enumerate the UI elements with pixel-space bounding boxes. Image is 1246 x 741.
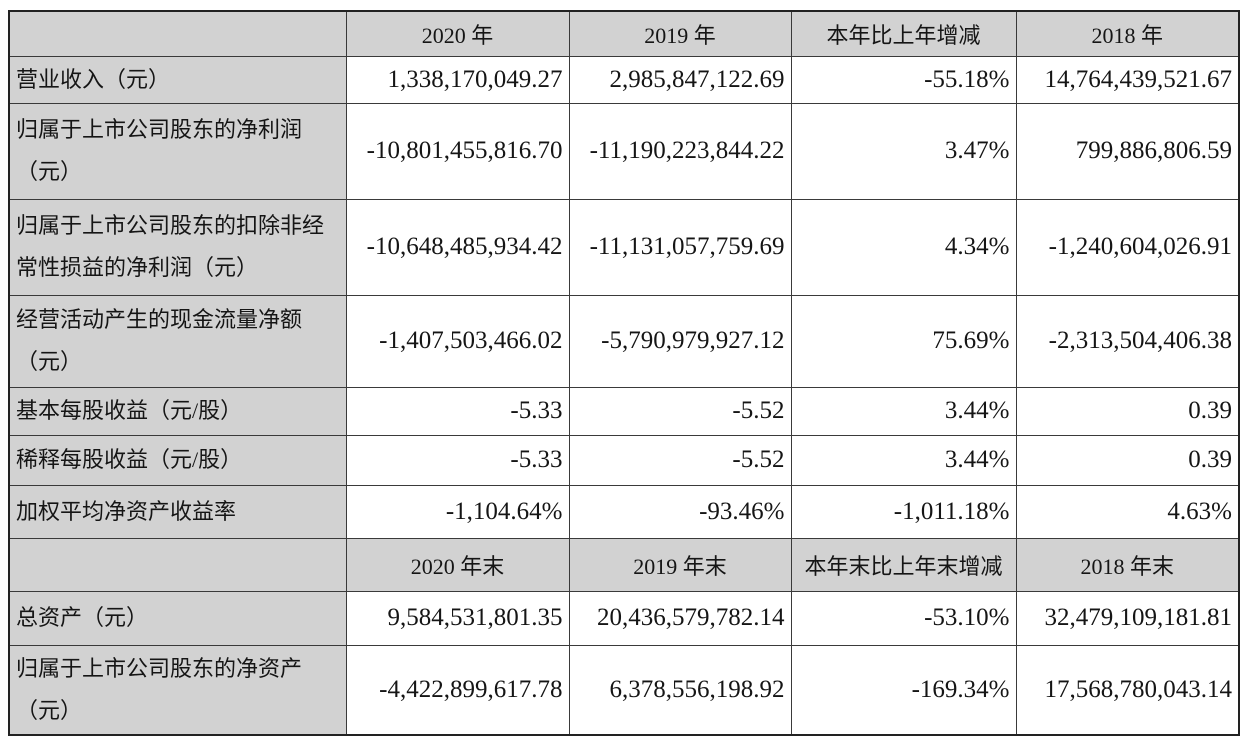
value-change: 3.44%: [790, 386, 1017, 436]
value-2018: -1,240,604,026.91: [1015, 198, 1240, 296]
value-2018: -2,313,504,406.38: [1015, 294, 1240, 388]
row-label: 营业收入（元）: [8, 55, 347, 104]
header-empty-cell: [8, 10, 347, 57]
value-change: 75.69%: [790, 294, 1017, 388]
value-2019: 6,378,556,198.92: [568, 644, 792, 736]
value-change: -53.10%: [790, 590, 1017, 646]
table-row-operating-cash-flow: 经营活动产生的现金流量净额 （元） -1,407,503,466.02 -5,7…: [8, 294, 1240, 388]
value-2019: -11,131,057,759.69: [568, 198, 792, 296]
row-label: 加权平均净资产收益率: [8, 484, 347, 539]
value-2019: -93.46%: [568, 484, 792, 539]
value-2020: 9,584,531,801.35: [345, 590, 570, 646]
row-label: 基本每股收益（元/股）: [8, 386, 347, 436]
header-year-2019: 2019 年: [568, 10, 792, 57]
row-label: 归属于上市公司股东的净利润 （元）: [8, 102, 347, 200]
value-2019: -5.52: [568, 434, 792, 486]
value-2020: 1,338,170,049.27: [345, 55, 570, 104]
value-2020: -4,422,899,617.78: [345, 644, 570, 736]
value-change: 3.44%: [790, 434, 1017, 486]
value-2019: -5,790,979,927.12: [568, 294, 792, 388]
value-2018: 0.39: [1015, 386, 1240, 436]
value-2018: 0.39: [1015, 434, 1240, 486]
row-label: 归属于上市公司股东的扣除非经 常性损益的净利润（元）: [8, 198, 347, 296]
value-change: -169.34%: [790, 644, 1017, 736]
value-2018: 4.63%: [1015, 484, 1240, 539]
table-row-diluted-eps: 稀释每股收益（元/股） -5.33 -5.52 3.44% 0.39: [8, 434, 1240, 486]
value-change: -1,011.18%: [790, 484, 1017, 539]
table-row-net-profit: 归属于上市公司股东的净利润 （元） -10,801,455,816.70 -11…: [8, 102, 1240, 200]
value-2020: -5.33: [345, 434, 570, 486]
period-end-header-row: 2020 年末 2019 年末 本年末比上年末增减 2018 年末: [8, 537, 1240, 592]
header-year-2020: 2020 年: [345, 10, 570, 57]
value-2020: -1,407,503,466.02: [345, 294, 570, 388]
value-2019: 20,436,579,782.14: [568, 590, 792, 646]
table-row-operating-revenue: 营业收入（元） 1,338,170,049.27 2,985,847,122.6…: [8, 55, 1240, 104]
table-row-net-assets: 归属于上市公司股东的净资产 （元） -4,422,899,617.78 6,37…: [8, 644, 1240, 736]
header-end-2019: 2019 年末: [568, 537, 792, 592]
value-2020: -1,104.64%: [345, 484, 570, 539]
row-label: 总资产（元）: [8, 590, 347, 646]
row-label: 归属于上市公司股东的净资产 （元）: [8, 644, 347, 736]
key-financials-table: 2020 年 2019 年 本年比上年增减 2018 年 营业收入（元） 1,3…: [8, 10, 1240, 737]
table-row-net-profit-excl-nonrecurring: 归属于上市公司股东的扣除非经 常性损益的净利润（元） -10,648,485,9…: [8, 198, 1240, 296]
period-header-row: 2020 年 2019 年 本年比上年增减 2018 年: [8, 10, 1240, 57]
table-row-weighted-avg-roe: 加权平均净资产收益率 -1,104.64% -93.46% -1,011.18%…: [8, 484, 1240, 539]
header-end-2018: 2018 年末: [1015, 537, 1240, 592]
value-change: 3.47%: [790, 102, 1017, 200]
header-end-2020: 2020 年末: [345, 537, 570, 592]
header-empty-cell: [8, 537, 347, 592]
value-2020: -10,648,485,934.42: [345, 198, 570, 296]
header-yoy-change: 本年比上年增减: [790, 10, 1017, 57]
row-label: 经营活动产生的现金流量净额 （元）: [8, 294, 347, 388]
value-2020: -10,801,455,816.70: [345, 102, 570, 200]
value-2020: -5.33: [345, 386, 570, 436]
value-2018: 14,764,439,521.67: [1015, 55, 1240, 104]
table-row-basic-eps: 基本每股收益（元/股） -5.33 -5.52 3.44% 0.39: [8, 386, 1240, 436]
value-2018: 32,479,109,181.81: [1015, 590, 1240, 646]
header-end-yoy-change: 本年末比上年末增减: [790, 537, 1017, 592]
header-year-2018: 2018 年: [1015, 10, 1240, 57]
value-2019: 2,985,847,122.69: [568, 55, 792, 104]
table-row-total-assets: 总资产（元） 9,584,531,801.35 20,436,579,782.1…: [8, 590, 1240, 646]
row-label: 稀释每股收益（元/股）: [8, 434, 347, 486]
value-2018: 799,886,806.59: [1015, 102, 1240, 200]
value-change: -55.18%: [790, 55, 1017, 104]
value-2019: -11,190,223,844.22: [568, 102, 792, 200]
value-2018: 17,568,780,043.14: [1015, 644, 1240, 736]
value-2019: -5.52: [568, 386, 792, 436]
value-change: 4.34%: [790, 198, 1017, 296]
